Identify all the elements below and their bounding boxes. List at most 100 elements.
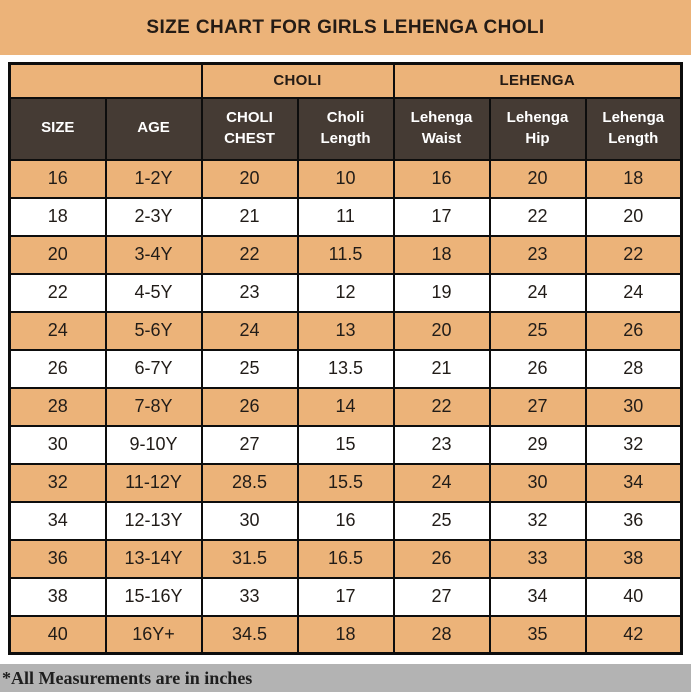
table-cell: 6-7Y bbox=[104, 348, 203, 389]
table-cell: 13 bbox=[296, 310, 395, 351]
title-bar: SIZE CHART FOR GIRLS LEHENGA CHOLI bbox=[0, 0, 691, 55]
table-cell: 25 bbox=[392, 500, 491, 541]
table-cell: 26 bbox=[8, 348, 107, 389]
table-cell: 13.5 bbox=[296, 348, 395, 389]
column-header-row: SIZE AGE CHOLI CHEST Choli Length Leheng… bbox=[8, 96, 683, 161]
table-row: 24 5-6Y 24 13 20 25 26 bbox=[8, 310, 683, 351]
table-cell: 2-3Y bbox=[104, 196, 203, 237]
table-cell: 18 bbox=[392, 234, 491, 275]
table-cell: 24 bbox=[200, 310, 299, 351]
table-cell: 21 bbox=[200, 196, 299, 237]
table-cell: 38 bbox=[584, 538, 683, 579]
footnote-bar: *All Measurements are in inches bbox=[0, 664, 691, 692]
table-cell: 36 bbox=[584, 500, 683, 541]
table-cell: 25 bbox=[200, 348, 299, 389]
table-cell: 18 bbox=[296, 614, 395, 655]
table-cell: 32 bbox=[584, 424, 683, 465]
table-cell: 5-6Y bbox=[104, 310, 203, 351]
table-cell: 20 bbox=[392, 310, 491, 351]
table-cell: 22 bbox=[200, 234, 299, 275]
table-cell: 20 bbox=[488, 158, 587, 199]
table-row: 16 1-2Y 20 10 16 20 18 bbox=[8, 158, 683, 199]
table-cell: 11 bbox=[296, 196, 395, 237]
table-cell: 28 bbox=[392, 614, 491, 655]
group-header-choli: CHOLI bbox=[200, 62, 395, 99]
table-cell: 17 bbox=[296, 576, 395, 617]
table-cell: 26 bbox=[200, 386, 299, 427]
size-chart-table: CHOLI LEHENGA SIZE AGE CHOLI CHEST Choli… bbox=[8, 62, 683, 655]
table-cell: 20 bbox=[8, 234, 107, 275]
table-row: 34 12-13Y 30 16 25 32 36 bbox=[8, 500, 683, 541]
column-header-size: SIZE bbox=[8, 96, 107, 161]
column-header-choli-length: Choli Length bbox=[296, 96, 395, 161]
table-cell: 10 bbox=[296, 158, 395, 199]
table-cell: 30 bbox=[584, 386, 683, 427]
table-cell: 36 bbox=[8, 538, 107, 579]
table-cell: 32 bbox=[8, 462, 107, 503]
table-row: 30 9-10Y 27 15 23 29 32 bbox=[8, 424, 683, 465]
table-cell: 30 bbox=[8, 424, 107, 465]
table-cell: 27 bbox=[200, 424, 299, 465]
table-cell: 23 bbox=[392, 424, 491, 465]
table-cell: 31.5 bbox=[200, 538, 299, 579]
table-cell: 40 bbox=[8, 614, 107, 655]
table-cell: 30 bbox=[488, 462, 587, 503]
table-cell: 22 bbox=[8, 272, 107, 313]
table-cell: 4-5Y bbox=[104, 272, 203, 313]
table-cell: 26 bbox=[584, 310, 683, 351]
table-cell: 28 bbox=[584, 348, 683, 389]
table-cell: 34.5 bbox=[200, 614, 299, 655]
table-cell: 23 bbox=[488, 234, 587, 275]
column-header-lehenga-hip: Lehenga Hip bbox=[488, 96, 587, 161]
table-cell: 32 bbox=[488, 500, 587, 541]
table-head: CHOLI LEHENGA SIZE AGE CHOLI CHEST Choli… bbox=[8, 62, 683, 161]
table-cell: 34 bbox=[584, 462, 683, 503]
table-cell: 16 bbox=[392, 158, 491, 199]
table-cell: 16 bbox=[296, 500, 395, 541]
table-cell: 34 bbox=[8, 500, 107, 541]
table-cell: 27 bbox=[392, 576, 491, 617]
table-cell: 38 bbox=[8, 576, 107, 617]
table-cell: 15.5 bbox=[296, 462, 395, 503]
group-header-blank bbox=[8, 62, 203, 99]
table-cell: 16.5 bbox=[296, 538, 395, 579]
table-cell: 11.5 bbox=[296, 234, 395, 275]
table-cell: 21 bbox=[392, 348, 491, 389]
table-row: 20 3-4Y 22 11.5 18 23 22 bbox=[8, 234, 683, 275]
table-row: 22 4-5Y 23 12 19 24 24 bbox=[8, 272, 683, 313]
table-cell: 12-13Y bbox=[104, 500, 203, 541]
table-cell: 12 bbox=[296, 272, 395, 313]
column-header-age: AGE bbox=[104, 96, 203, 161]
table-cell: 35 bbox=[488, 614, 587, 655]
table-row: 18 2-3Y 21 11 17 22 20 bbox=[8, 196, 683, 237]
table-cell: 18 bbox=[584, 158, 683, 199]
table-cell: 16Y+ bbox=[104, 614, 203, 655]
table-cell: 15-16Y bbox=[104, 576, 203, 617]
table-cell: 30 bbox=[200, 500, 299, 541]
table-row: 28 7-8Y 26 14 22 27 30 bbox=[8, 386, 683, 427]
table-cell: 33 bbox=[488, 538, 587, 579]
table-cell: 22 bbox=[584, 234, 683, 275]
table-cell: 15 bbox=[296, 424, 395, 465]
table-cell: 26 bbox=[392, 538, 491, 579]
table-row: 32 11-12Y 28.5 15.5 24 30 34 bbox=[8, 462, 683, 503]
table-cell: 16 bbox=[8, 158, 107, 199]
table-body: 16 1-2Y 20 10 16 20 18 18 2-3Y 21 11 17 22 20 20 3-4Y 22… bbox=[8, 158, 683, 655]
table-cell: 24 bbox=[8, 310, 107, 351]
table-cell: 24 bbox=[392, 462, 491, 503]
table-cell: 27 bbox=[488, 386, 587, 427]
footnote-text: *All Measurements are in inches bbox=[2, 667, 253, 688]
table-cell: 23 bbox=[200, 272, 299, 313]
table-cell: 22 bbox=[392, 386, 491, 427]
table-cell: 11-12Y bbox=[104, 462, 203, 503]
table-cell: 28.5 bbox=[200, 462, 299, 503]
table-cell: 1-2Y bbox=[104, 158, 203, 199]
table-cell: 28 bbox=[8, 386, 107, 427]
table-row: 36 13-14Y 31.5 16.5 26 33 38 bbox=[8, 538, 683, 579]
table-cell: 17 bbox=[392, 196, 491, 237]
table-cell: 34 bbox=[488, 576, 587, 617]
table-cell: 24 bbox=[584, 272, 683, 313]
group-header-lehenga: LEHENGA bbox=[392, 62, 683, 99]
table-cell: 33 bbox=[200, 576, 299, 617]
table-cell: 7-8Y bbox=[104, 386, 203, 427]
